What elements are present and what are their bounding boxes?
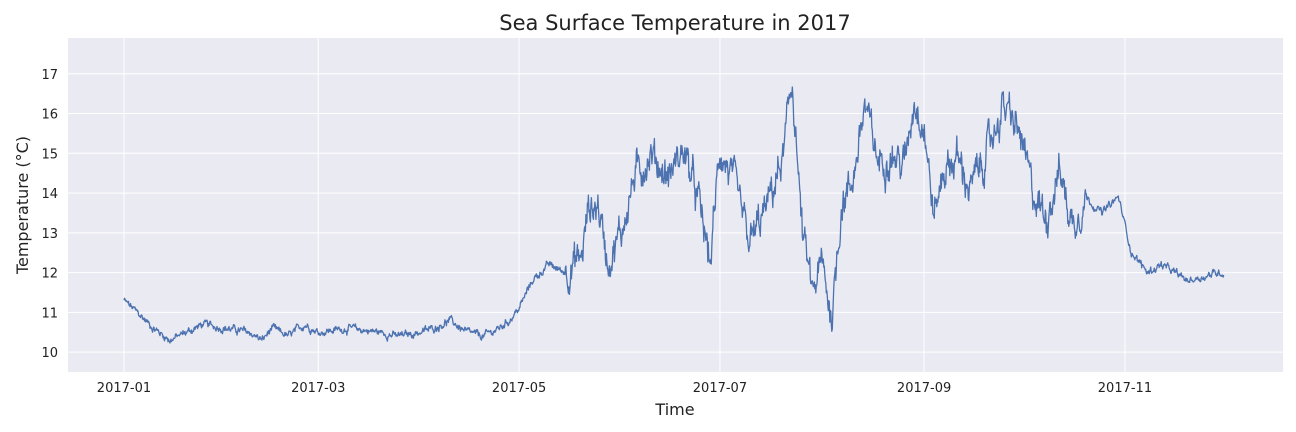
temperature-line (123, 86, 1225, 344)
y-tick-label: 12 (41, 267, 58, 282)
y-tick-label: 10 (41, 346, 58, 361)
chart-title: Sea Surface Temperature in 2017 (499, 11, 850, 35)
series-layer (123, 86, 1225, 344)
x-tick-label: 2017-11 (1098, 381, 1152, 396)
x-tick-label: 2017-05 (492, 381, 546, 396)
x-tick-label: 2017-03 (291, 381, 345, 396)
y-tick-label: 13 (41, 227, 58, 242)
y-tick-label: 17 (41, 68, 58, 83)
y-ticks: 10 11 12 13 14 15 16 17 (41, 68, 58, 361)
y-tick-label: 15 (41, 147, 58, 162)
y-tick-label: 14 (41, 187, 58, 202)
x-axis-label: Time (654, 400, 694, 419)
x-grid (123, 38, 1126, 372)
x-tick-label: 2017-01 (97, 381, 151, 396)
x-tick-label: 2017-09 (897, 381, 951, 396)
x-tick-label: 2017-07 (693, 381, 747, 396)
y-tick-label: 16 (41, 108, 58, 123)
plot-background (68, 38, 1283, 372)
x-ticks: 2017-01 2017-03 2017-05 2017-07 2017-09 2017-… (97, 381, 1152, 396)
y-tick-label: 11 (41, 306, 58, 321)
y-axis-label: Temperature (°C) (13, 136, 32, 275)
